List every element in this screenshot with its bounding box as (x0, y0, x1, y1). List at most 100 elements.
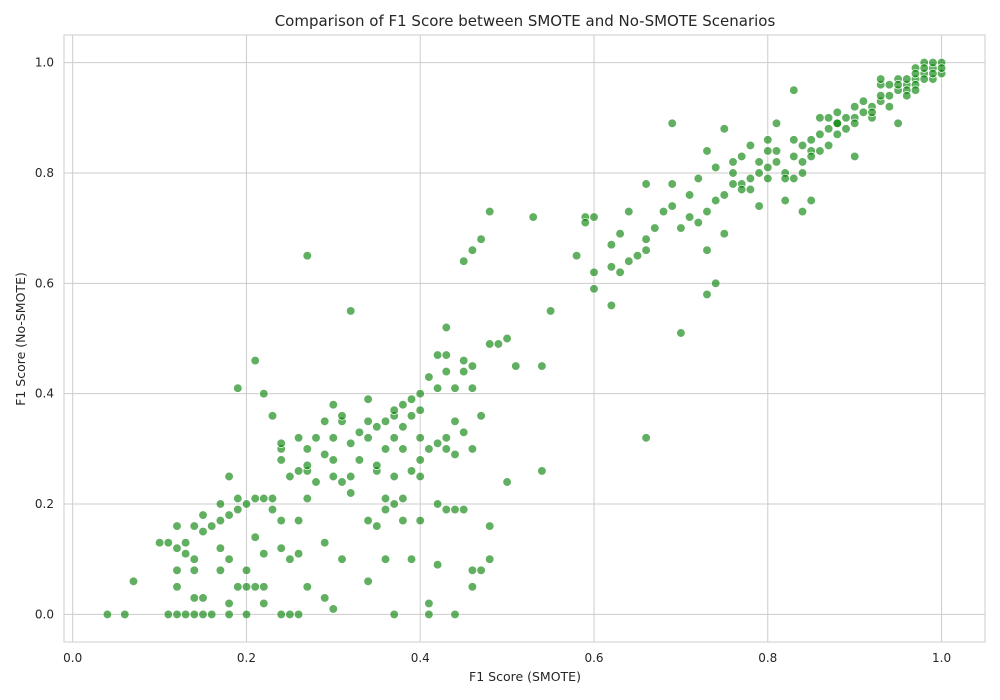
data-point (485, 206, 495, 217)
data-point (267, 504, 278, 515)
data-point (354, 427, 365, 437)
data-point (424, 372, 434, 382)
data-point (789, 85, 799, 95)
data-point (684, 190, 695, 200)
y-tick-label: 0.6 (35, 276, 54, 290)
data-point (815, 146, 825, 156)
data-point (380, 416, 391, 426)
data-point (163, 609, 173, 620)
data-point (250, 532, 260, 542)
data-point (450, 383, 460, 393)
data-point (693, 217, 703, 228)
data-point (745, 184, 756, 195)
data-point (189, 593, 199, 603)
data-point (328, 471, 338, 482)
data-point (832, 118, 842, 128)
data-point (459, 504, 469, 515)
data-point (537, 466, 547, 476)
chart-title: Comparison of F1 Score between SMOTE and… (275, 12, 776, 30)
data-point (511, 361, 521, 371)
data-point (832, 129, 842, 139)
data-point (346, 471, 356, 482)
data-point (737, 184, 747, 195)
data-point (363, 416, 373, 426)
data-point (250, 582, 260, 592)
data-point (250, 493, 260, 504)
data-point (198, 609, 208, 620)
data-point (467, 245, 478, 255)
data-point (259, 598, 269, 609)
data-point (858, 96, 869, 106)
data-point (215, 543, 226, 553)
x-axis-label: F1 Score (SMOTE) (469, 669, 581, 684)
data-point (293, 433, 304, 443)
data-point (337, 477, 347, 487)
data-point (789, 135, 799, 145)
data-point (606, 262, 617, 272)
data-point (233, 504, 243, 515)
data-point (763, 135, 773, 145)
data-point (424, 444, 434, 454)
data-point (754, 201, 764, 211)
x-tick-labels: 0.0 0.2 0.4 0.6 0.8 1.0 (63, 651, 951, 665)
data-point (502, 477, 512, 487)
data-point (902, 74, 912, 84)
data-point (267, 493, 278, 504)
data-point (346, 438, 356, 448)
data-point (485, 521, 495, 531)
data-point (346, 488, 356, 498)
data-point (172, 543, 182, 553)
data-point (902, 91, 912, 101)
data-point (189, 554, 199, 564)
data-point (241, 582, 252, 592)
data-point (154, 538, 165, 548)
data-point (363, 576, 373, 586)
data-point (702, 206, 712, 217)
data-point (328, 604, 338, 614)
data-point (172, 521, 182, 531)
data-point (320, 449, 330, 460)
data-point (615, 229, 625, 239)
data-point (424, 609, 434, 620)
data-point (754, 168, 764, 178)
data-point (337, 554, 347, 564)
data-point (719, 124, 729, 134)
data-point (224, 471, 234, 482)
data-point (450, 504, 460, 515)
y-axis-label: F1 Score (No-SMOTE) (13, 272, 28, 406)
data-point (267, 411, 278, 421)
data-point (467, 361, 478, 371)
data-point (858, 107, 869, 117)
data-point (467, 582, 478, 592)
data-point (841, 124, 851, 134)
data-point (415, 515, 425, 526)
data-point (493, 339, 504, 349)
data-point (285, 471, 295, 482)
data-point (259, 389, 269, 399)
data-point (285, 554, 295, 564)
data-point (537, 361, 547, 371)
data-point (711, 162, 721, 173)
data-point (476, 411, 486, 421)
data-point (667, 118, 677, 128)
y-tick-label: 0.4 (35, 387, 54, 401)
data-point (163, 538, 173, 548)
data-point (936, 63, 947, 73)
data-point (632, 251, 643, 261)
data-point (928, 57, 938, 68)
x-tick-label: 0.8 (758, 651, 777, 665)
data-point (745, 140, 756, 151)
data-point (650, 223, 660, 233)
data-point (545, 306, 556, 316)
data-point (615, 267, 625, 277)
data-point (667, 179, 677, 189)
data-point (189, 609, 199, 620)
data-point (850, 151, 860, 162)
data-point (459, 427, 469, 437)
data-point (302, 493, 312, 504)
data-point (780, 173, 790, 184)
x-tick-label: 0.4 (411, 651, 430, 665)
data-point (893, 80, 903, 90)
y-tick-label: 0.8 (35, 166, 54, 180)
data-point (711, 278, 721, 288)
